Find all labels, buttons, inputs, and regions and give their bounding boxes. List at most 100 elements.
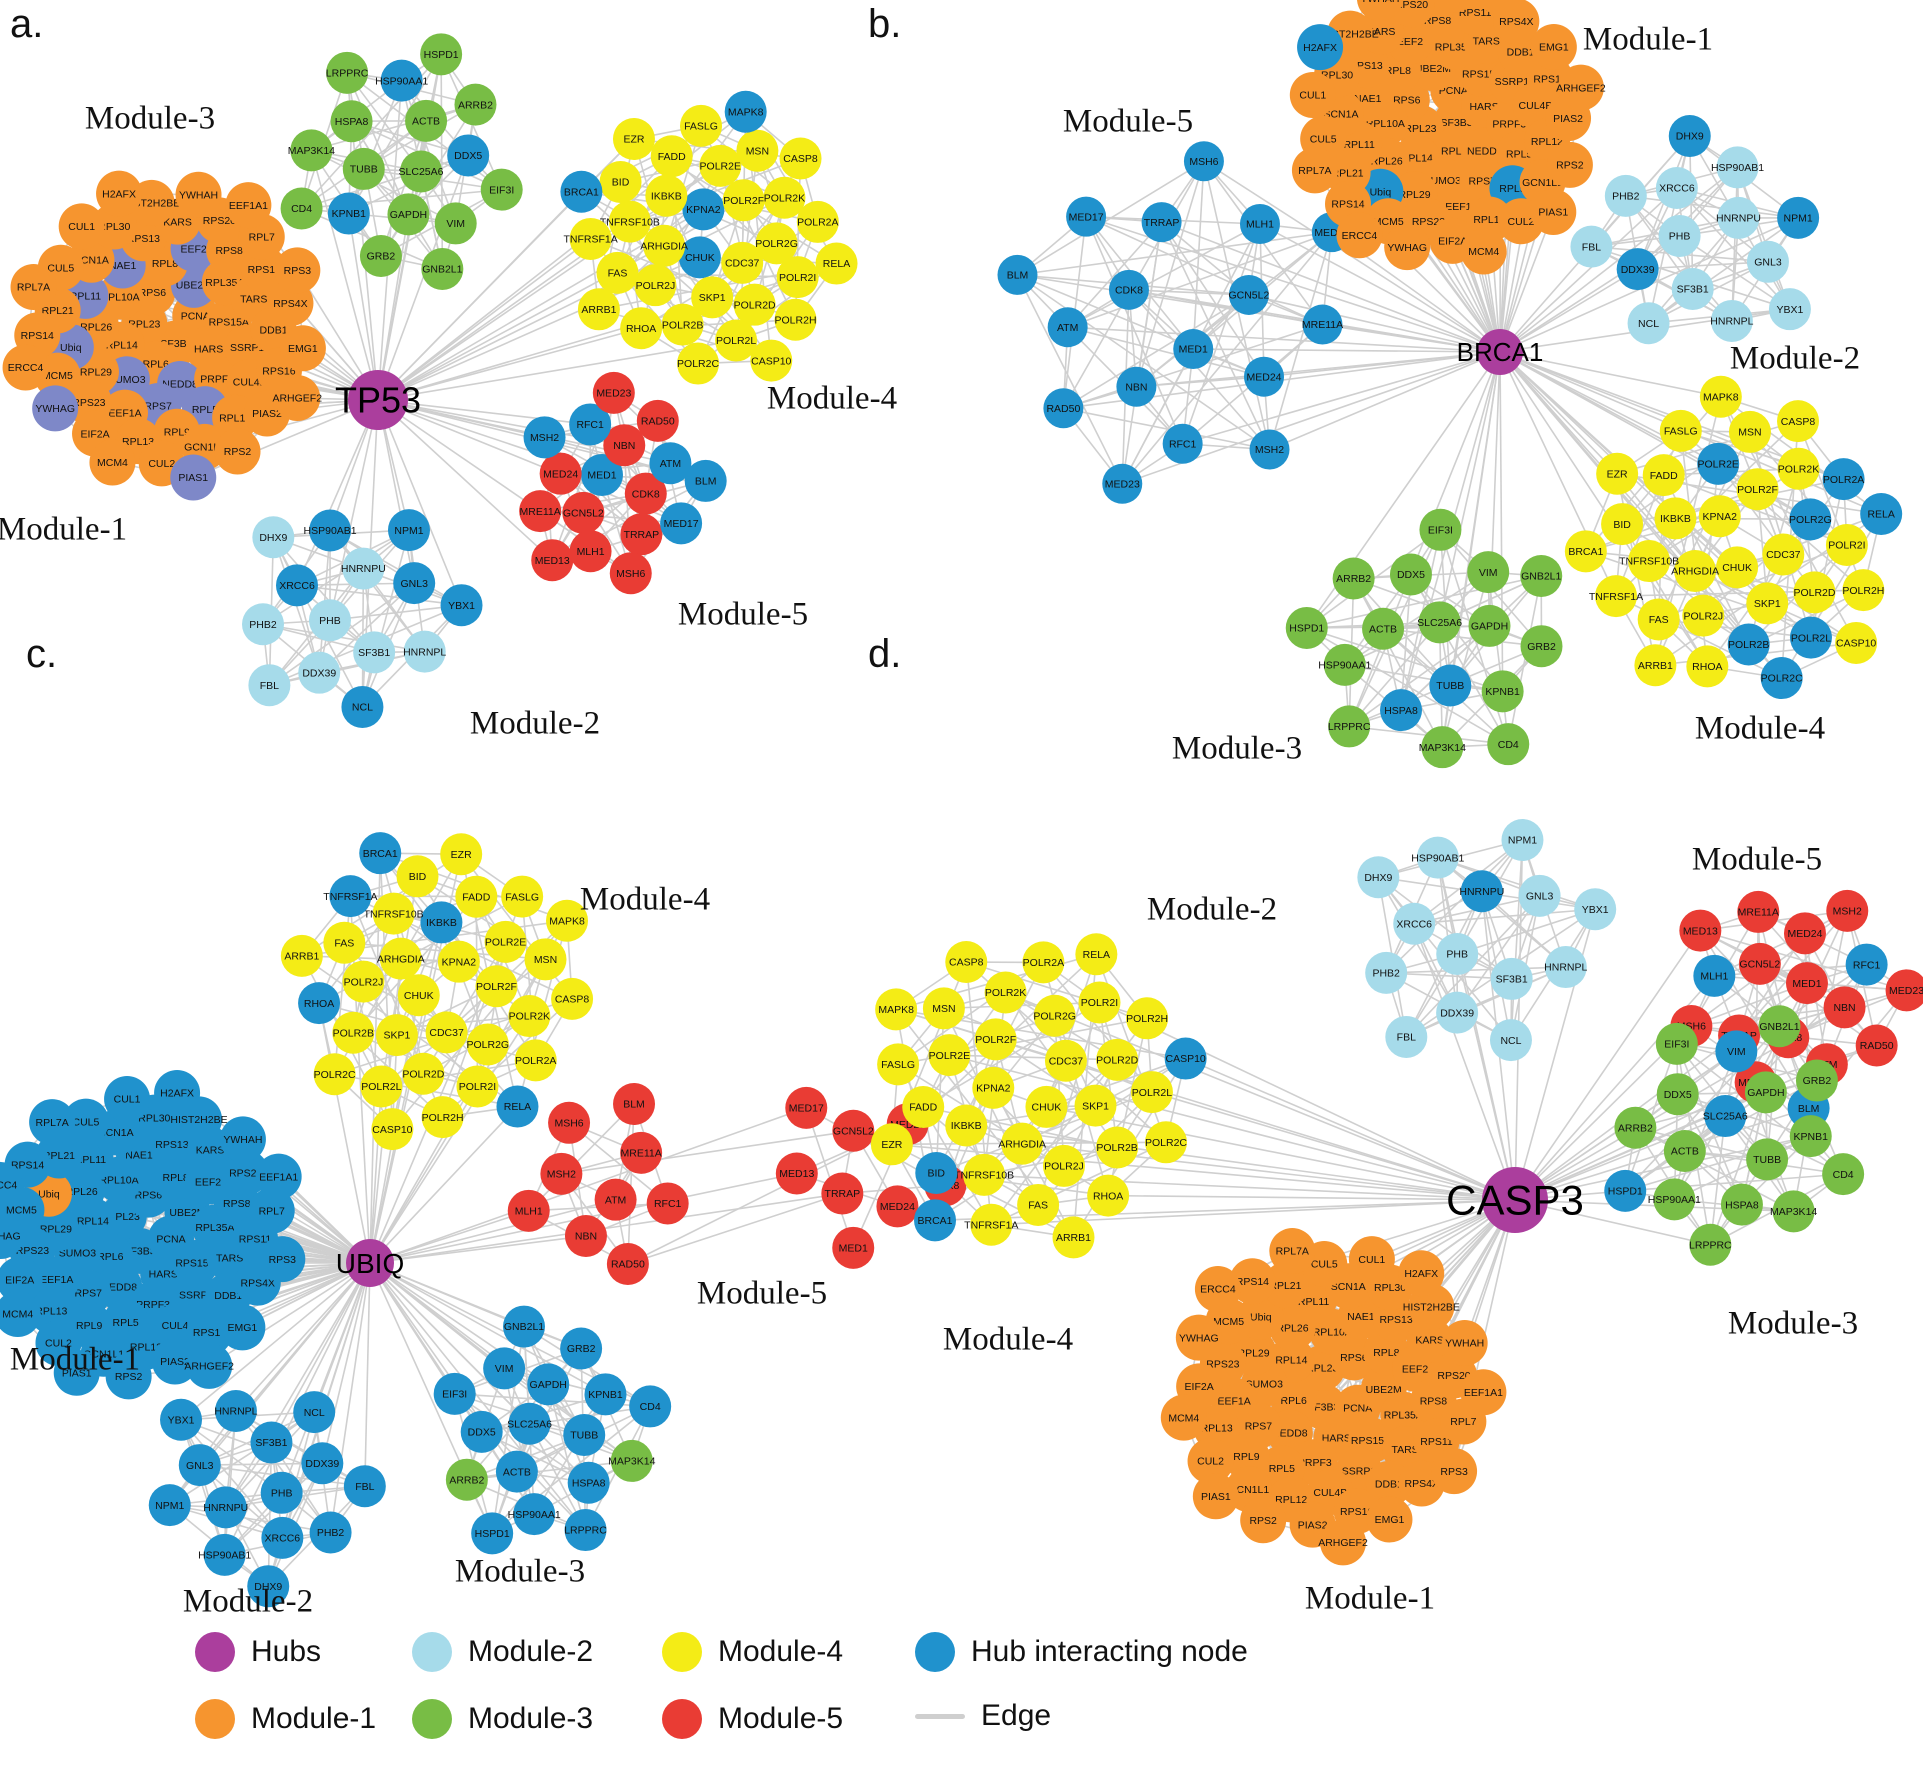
node-DDX39[interactable]: DDX39 — [298, 651, 341, 694]
node-EEF1A1[interactable]: EEF1A1 — [1460, 1369, 1507, 1416]
node-MSH2[interactable]: MSH2 — [523, 416, 566, 459]
node-MED17[interactable]: MED17 — [1066, 196, 1107, 237]
node-EIF3I[interactable]: EIF3I — [433, 1372, 476, 1415]
node-ATM[interactable]: ATM — [1047, 307, 1088, 348]
node-RPL7A[interactable]: RPL7A — [1291, 147, 1338, 194]
node-LRPPRC[interactable]: LRPPRC — [564, 1509, 607, 1552]
node-EMG1[interactable]: EMG1 — [279, 325, 326, 372]
node-POLR2K[interactable]: POLR2K — [1777, 447, 1820, 490]
node-HNRNPU[interactable]: HNRNPU — [1459, 870, 1504, 913]
node-PHB2[interactable]: PHB2 — [1604, 174, 1647, 217]
node-ERCC4[interactable]: ERCC4 — [1194, 1266, 1241, 1313]
node-ACTB[interactable]: ACTB — [495, 1450, 538, 1493]
node-POLR2K[interactable]: POLR2K — [508, 995, 551, 1038]
node-RHOA[interactable]: RHOA — [298, 982, 341, 1025]
node-BLM[interactable]: BLM — [997, 254, 1038, 295]
node-RAD50[interactable]: RAD50 — [636, 399, 679, 442]
node-POLR2E[interactable]: POLR2E — [699, 144, 742, 187]
node-NPM1[interactable]: NPM1 — [1777, 196, 1820, 239]
node-RPL7A[interactable]: RPL7A — [10, 264, 57, 311]
node-MSN[interactable]: MSN — [1728, 410, 1771, 453]
node-H2AFX[interactable]: H2AFX — [154, 1069, 201, 1116]
node-FAS[interactable]: FAS — [1017, 1183, 1060, 1226]
node-YWHAG[interactable]: YWHAG — [32, 385, 79, 432]
node-RFC1[interactable]: RFC1 — [1162, 423, 1203, 464]
node-CDK8[interactable]: CDK8 — [624, 472, 667, 515]
node-YWHAG[interactable]: YWHAG — [0, 1213, 24, 1260]
node-SF3B1[interactable]: SF3B1 — [353, 631, 396, 674]
node-RFC1[interactable]: RFC1 — [646, 1182, 689, 1225]
node-CHUK[interactable]: CHUK — [678, 236, 721, 279]
node-RHOA[interactable]: RHOA — [620, 307, 663, 350]
node-TUBB[interactable]: TUBB — [1746, 1138, 1789, 1181]
node-TNFRSF1A[interactable]: TNFRSF1A — [964, 1203, 1018, 1246]
node-ARRB1[interactable]: ARRB1 — [280, 934, 323, 977]
node-RELA[interactable]: RELA — [1860, 493, 1903, 536]
node-POLR2F[interactable]: POLR2F — [974, 1018, 1017, 1061]
node-KPNB1[interactable]: KPNB1 — [584, 1373, 627, 1416]
node-TNFRSF1A[interactable]: TNFRSF1A — [1589, 575, 1643, 618]
node-POLR2B[interactable]: POLR2B — [1096, 1126, 1139, 1169]
node-TNFRSF10B[interactable]: TNFRSF10B — [600, 200, 660, 243]
node-ACTB[interactable]: ACTB — [405, 99, 448, 142]
node-SKP1[interactable]: SKP1 — [691, 276, 734, 319]
node-CHUK[interactable]: CHUK — [397, 974, 440, 1017]
node-CUL1[interactable]: CUL1 — [1348, 1236, 1395, 1283]
node-POLR2D[interactable]: POLR2D — [1793, 571, 1836, 614]
node-FADD[interactable]: FADD — [1642, 454, 1685, 497]
node-CASP8[interactable]: CASP8 — [551, 977, 594, 1020]
node-YWHAH[interactable]: YWHAH — [1441, 1320, 1488, 1367]
node-POLR2F[interactable]: POLR2F — [722, 179, 765, 222]
node-SLC25A6[interactable]: SLC25A6 — [399, 150, 444, 193]
node-MSN[interactable]: MSN — [922, 987, 965, 1030]
node-MAP3K14[interactable]: MAP3K14 — [608, 1439, 656, 1482]
node-ARRB1[interactable]: ARRB1 — [1634, 644, 1677, 687]
node-ARRB2[interactable]: ARRB2 — [454, 83, 497, 126]
node-KPNA2[interactable]: KPNA2 — [437, 940, 480, 983]
node-MED24[interactable]: MED24 — [1783, 912, 1826, 955]
node-RFC1[interactable]: RFC1 — [1845, 943, 1888, 986]
node-GNB2L1[interactable]: GNB2L1 — [421, 248, 464, 291]
node-LRPPRC[interactable]: LRPPRC — [1328, 705, 1371, 748]
node-NBN[interactable]: NBN — [603, 424, 646, 467]
node-POLR2H[interactable]: POLR2H — [1126, 997, 1168, 1040]
node-NBN[interactable]: NBN — [564, 1214, 607, 1257]
node-POLR2L[interactable]: POLR2L — [1130, 1071, 1173, 1114]
node-FBL[interactable]: FBL — [343, 1465, 386, 1508]
node-CASP8[interactable]: CASP8 — [779, 137, 822, 180]
node-CD4[interactable]: CD4 — [629, 1385, 672, 1428]
node-VIM[interactable]: VIM — [434, 202, 477, 245]
node-MSN[interactable]: MSN — [736, 129, 779, 172]
node-PHB2[interactable]: PHB2 — [309, 1511, 352, 1554]
node-GNL3[interactable]: GNL3 — [178, 1444, 221, 1487]
node-CDC37[interactable]: CDC37 — [425, 1011, 468, 1054]
node-VIM[interactable]: VIM — [483, 1347, 526, 1390]
node-EIF3I[interactable]: EIF3I — [480, 168, 523, 211]
node-TRRAP[interactable]: TRRAP — [620, 513, 663, 556]
node-RPS2[interactable]: RPS2 — [1240, 1497, 1287, 1544]
node-HSP90AA1[interactable]: HSP90AA1 — [375, 59, 428, 102]
node-RELA[interactable]: RELA — [1075, 933, 1118, 976]
hub-node-BRCA1[interactable]: BRCA1 — [1457, 329, 1544, 375]
node-TUBB[interactable]: TUBB — [563, 1413, 606, 1456]
node-HNRNPU[interactable]: HNRNPU — [203, 1486, 248, 1529]
node-IKBKB[interactable]: IKBKB — [420, 901, 463, 944]
node-PIAS1[interactable]: PIAS1 — [170, 454, 217, 501]
node-FASLG[interactable]: FASLG — [680, 104, 723, 147]
node-YWHAH[interactable]: YWHAH — [219, 1116, 266, 1163]
node-PIAS1[interactable]: PIAS1 — [1192, 1473, 1239, 1520]
node-MCM4[interactable]: MCM4 — [1160, 1394, 1207, 1441]
node-ARRB1[interactable]: ARRB1 — [577, 288, 620, 331]
node-POLR2C[interactable]: POLR2C — [1145, 1121, 1187, 1164]
node-RPL7A[interactable]: RPL7A — [29, 1099, 76, 1146]
node-EMG1[interactable]: EMG1 — [219, 1304, 266, 1351]
node-POLR2H[interactable]: POLR2H — [1842, 569, 1884, 612]
node-POLR2J[interactable]: POLR2J — [342, 960, 385, 1003]
node-GRB2[interactable]: GRB2 — [1520, 625, 1563, 668]
node-TNFRSF1A[interactable]: TNFRSF1A — [563, 217, 618, 260]
node-BLM[interactable]: BLM — [684, 459, 727, 502]
node-FADD[interactable]: FADD — [455, 875, 498, 918]
node-DHX9[interactable]: DHX9 — [247, 1565, 290, 1608]
node-MED13[interactable]: MED13 — [531, 539, 574, 582]
node-HSPD1[interactable]: HSPD1 — [1285, 606, 1328, 649]
